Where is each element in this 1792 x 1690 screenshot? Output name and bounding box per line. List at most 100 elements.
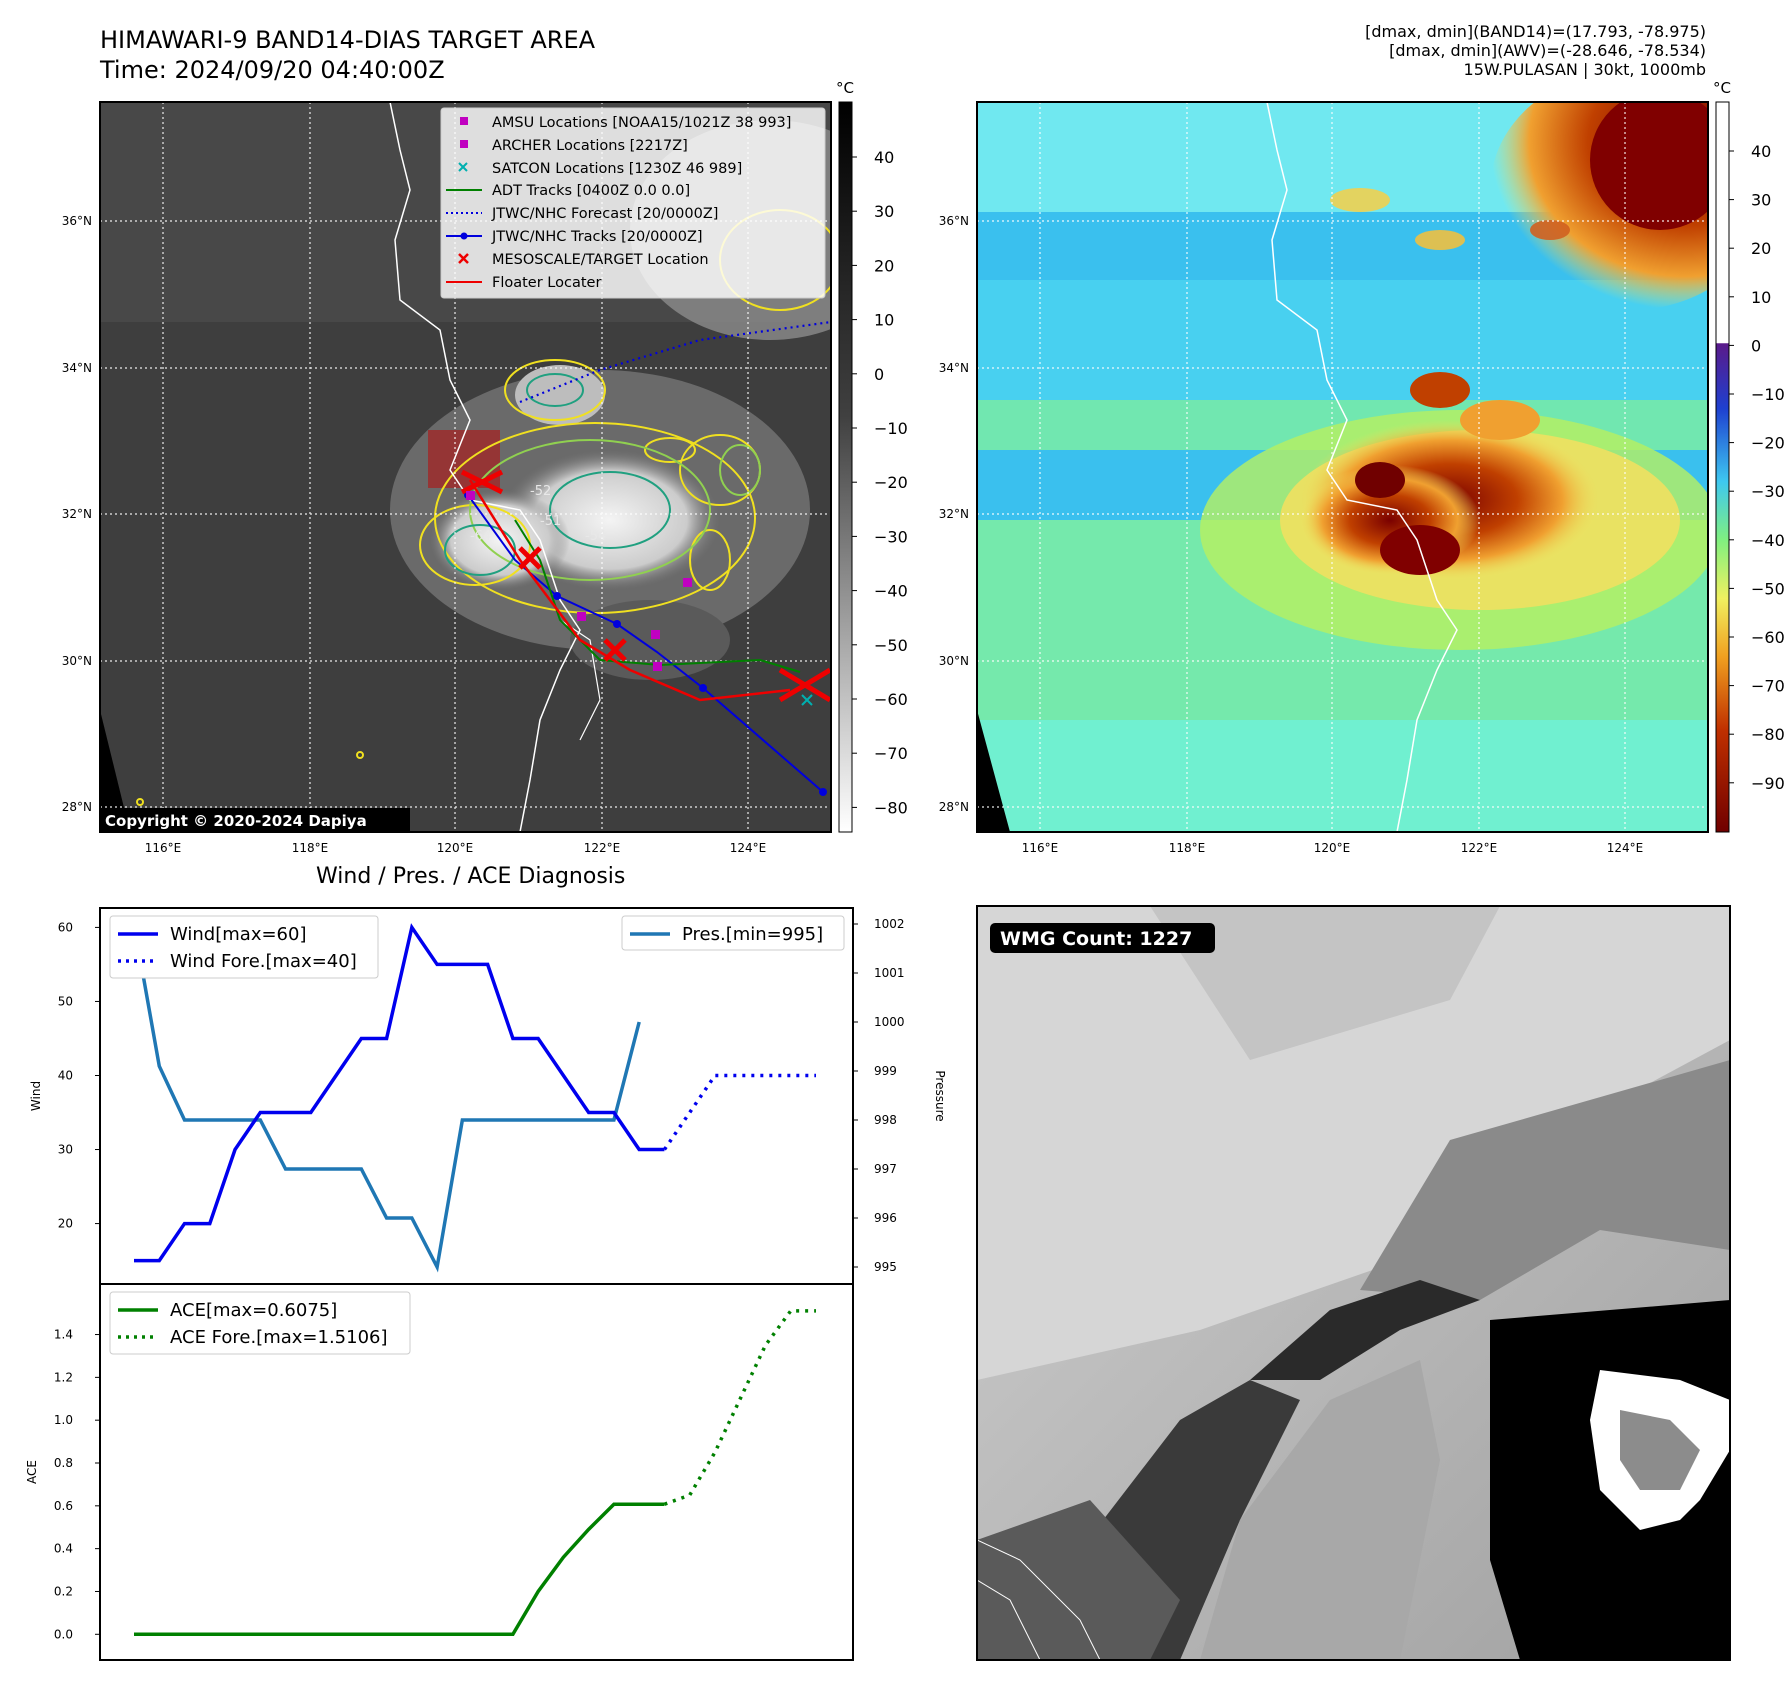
right-colorbar-tick-12: −80 [1751,725,1785,744]
right-map-lon-tick-2: 120°E [1314,841,1351,855]
legend-item-target: MESOSCALE/TARGET Location [492,252,709,268]
wind-tick-4: 60 [58,920,73,934]
legend-item-jtwc-track: JTWC/NHC Tracks [20/0000Z] [491,229,703,245]
right-colorbar-tick-2: 20 [1751,239,1771,258]
copyright-box [100,808,410,832]
legend-marker-amsu [460,117,468,125]
info-line-awv: [dmax, dmin](AWV)=(-28.646, -78.534) [1389,41,1706,60]
wind-tick-3: 50 [58,994,73,1008]
left-colorbar-tick-12: −80 [874,798,908,817]
info-line-storm: 15W.PULASAN | 30kt, 1000mb [1463,60,1706,79]
left-colorbar-tick-3: 10 [874,311,894,330]
legend-wind-forecast: Wind Fore.[max=40] [170,951,357,972]
ace-tick-4: 0.8 [54,1456,73,1470]
contour-label-3: -52 [530,484,551,499]
left-map-lat-tick-2: 32°N [62,507,92,521]
ace-forecast-line [663,1309,816,1506]
legend-item-forecast: JTWC/NHC Forecast [20/0000Z] [491,206,718,222]
left-colorbar-tick-10: −60 [874,690,908,709]
right-colorbar-unit: °C [1713,79,1731,97]
contour-labels: -64 -54 -52 -51 [470,484,606,544]
pressure-ylabel: Pressure [933,1070,947,1121]
left-map-lat-tick-1: 34°N [62,361,92,375]
legend-pressure: Pres.[min=995] [682,924,823,945]
right-colorbar-tick-10: −60 [1751,628,1785,647]
pressure-tick-2: 997 [874,1162,897,1176]
wmg-count-label: WMG Count: 1227 [1000,928,1192,950]
left-colorbar-tick-8: −40 [874,582,908,601]
ace-tick-7: 1.4 [54,1328,73,1342]
right-colorbar-tick-7: −30 [1751,482,1785,501]
legend-item-archer: ARCHER Locations [2217Z] [492,138,688,154]
legend-marker-target [458,253,469,264]
wmg-count-badge [990,923,1215,953]
diagnosis-title: Wind / Pres. / ACE Diagnosis [316,864,626,889]
map-legend: AMSU Locations [NOAA15/1021Z 38 993] ARC… [440,107,826,299]
right-colorbar-tick-0: 40 [1751,142,1771,161]
pressure-tick-4: 999 [874,1064,897,1078]
left-map-lon-tick-3: 122°E [584,841,621,855]
wind-tick-2: 40 [58,1068,73,1082]
pressure-tick-5: 1000 [874,1015,905,1029]
legend-item-amsu: AMSU Locations [NOAA15/1021Z 38 993] [492,115,791,131]
right-colorbar-tick-13: −90 [1751,774,1785,793]
left-colorbar-unit: °C [836,79,854,97]
right-map-lon-tick-3: 122°E [1461,841,1498,855]
pressure-tick-1: 996 [874,1211,897,1225]
floater-locater [468,479,791,702]
amsu-archer-points [466,491,692,671]
right-colorbar-tick-1: 30 [1751,191,1771,210]
ace-tick-1: 0.2 [54,1584,73,1598]
diagnosis-panel: 20 30 40 50 60 995 996 997 998 999 1000 1001 1002 0… [25,907,947,1661]
left-map-lon-tick-4: 124°E [730,841,767,855]
wind-tick-1: 30 [58,1143,73,1157]
jtwc-forecast-track [519,320,831,404]
right-map-lat-tick-1: 34°N [939,361,969,375]
page-title: HIMAWARI-9 BAND14-DIAS TARGET AREA [100,26,596,54]
adt-track [514,519,801,673]
ace-legend: ACE[max=0.6075] ACE Fore.[max=1.5106] [109,1291,411,1355]
contour-label-4: -51 [540,514,561,529]
right-map-lat-tick-3: 30°N [939,654,969,668]
right-colorbar-tick-8: −40 [1751,531,1785,550]
ace-tick-2: 0.4 [54,1542,73,1556]
legend-ace-forecast: ACE Fore.[max=1.5106] [170,1327,388,1348]
right-colorbar-tick-4: 0 [1751,336,1761,355]
left-map-lat-tick-3: 30°N [62,654,92,668]
info-block: [dmax, dmin](BAND14)=(17.793, -78.975) [… [1365,22,1706,79]
contour-label-2: -54 [585,529,606,544]
ace-tick-5: 1.0 [54,1413,73,1427]
pressure-tick-7: 1002 [874,917,905,931]
legend-marker-jtwc-dot [460,232,468,240]
right-map-lat-tick-4: 28°N [939,800,969,814]
left-colorbar-tick-9: −50 [874,636,908,655]
ace-line [134,1502,665,1637]
wind-legend: Wind[max=60] Wind Fore.[max=40] [109,915,379,979]
ace-tick-6: 1.2 [54,1370,73,1384]
legend-wind: Wind[max=60] [170,924,307,945]
left-map-lon-tick-2: 120°E [437,841,474,855]
right-map-lon-tick-1: 118°E [1169,841,1206,855]
left-colorbar-tick-11: −70 [874,744,908,763]
left-colorbar-tick-0: 40 [874,148,894,167]
left-map-lat-tick-4: 28°N [62,800,92,814]
pressure-tick-6: 1001 [874,966,905,980]
mesoscale-target-marks [460,469,831,703]
wmg-panel: WMG Count: 1227 [976,905,1731,1661]
left-colorbar: °C 40 30 20 10 0 −10 −20 −30 −40 −50 −60 −70 −80 [836,79,908,833]
right-map-lon-tick-4: 124°E [1607,841,1644,855]
info-line-band14: [dmax, dmin](BAND14)=(17.793, -78.975) [1365,22,1706,41]
wind-ylabel: Wind [29,1081,43,1111]
left-colorbar-tick-1: 30 [874,202,894,221]
left-map-lon-tick-1: 118°E [292,841,329,855]
contour-label-1: -64 [470,529,491,544]
right-map-lon-tick-0: 116°E [1022,841,1059,855]
legend-ace: ACE[max=0.6075] [170,1300,337,1321]
wind-tick-0: 20 [58,1217,73,1231]
left-colorbar-tick-5: −10 [874,419,908,438]
pressure-line [132,923,641,1273]
ace-tick-0: 0.0 [54,1627,73,1641]
right-map-lat-tick-0: 36°N [939,214,969,228]
left-colorbar-tick-4: 0 [874,365,884,384]
legend-item-floater: Floater Locater [492,275,601,291]
